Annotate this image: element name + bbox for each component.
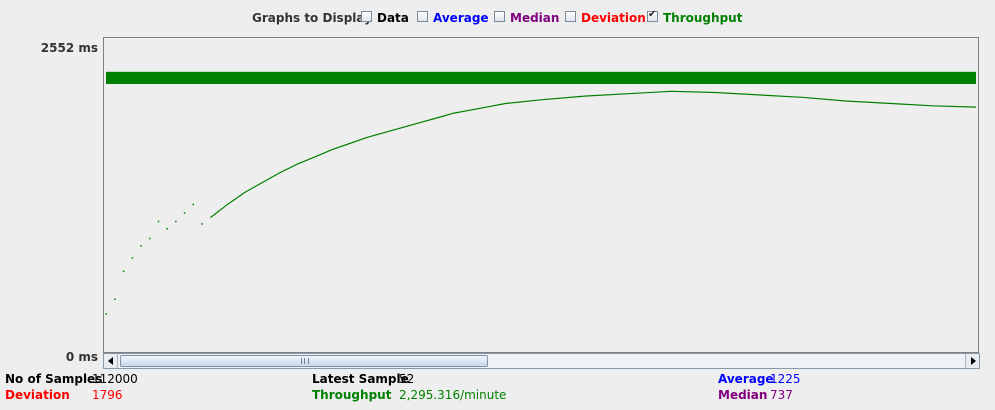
arrow-left-icon bbox=[108, 357, 113, 365]
graph-plot-area bbox=[103, 37, 979, 353]
throughput-point bbox=[122, 270, 125, 273]
throughput-point bbox=[201, 223, 203, 225]
throughput-series-line bbox=[210, 90, 977, 219]
graphs-to-display-label: Graphs to Display bbox=[252, 11, 372, 25]
throughput-point bbox=[149, 237, 151, 240]
median-label: Median bbox=[718, 388, 768, 402]
grip-icon bbox=[301, 358, 309, 364]
latest-sample-value: 52 bbox=[399, 372, 415, 386]
graphs-to-display-bar: Graphs to Display Data Average Median De… bbox=[0, 8, 995, 28]
throughput-point bbox=[183, 212, 186, 214]
throughput-point bbox=[166, 228, 168, 230]
throughput-point bbox=[140, 245, 142, 247]
horizontal-scrollbar[interactable] bbox=[103, 353, 980, 369]
y-axis-max-label: 2552 ms bbox=[40, 41, 98, 55]
throughput-point bbox=[114, 298, 116, 300]
data-checkbox-label[interactable]: Data bbox=[377, 11, 409, 25]
throughput-band bbox=[106, 71, 976, 84]
throughput-checkbox[interactable] bbox=[647, 9, 658, 22]
deviation-value: 1796 bbox=[92, 388, 123, 402]
samples-value: 112000 bbox=[92, 372, 138, 386]
throughput-checkbox-label[interactable]: Throughput bbox=[663, 11, 743, 25]
scrollbar-thumb[interactable] bbox=[120, 355, 488, 367]
median-checkbox-label[interactable]: Median bbox=[510, 11, 560, 25]
latest-sample-label: Latest Sample bbox=[312, 372, 409, 386]
scroll-right-button[interactable] bbox=[965, 354, 979, 368]
arrow-right-icon bbox=[971, 357, 976, 365]
median-value: 737 bbox=[770, 388, 793, 402]
data-checkbox[interactable] bbox=[361, 11, 372, 22]
deviation-checkbox-label[interactable]: Deviation bbox=[581, 11, 646, 25]
average-checkbox[interactable] bbox=[417, 11, 428, 22]
average-value: 1225 bbox=[770, 372, 801, 386]
deviation-checkbox[interactable] bbox=[565, 11, 576, 22]
average-label: Average bbox=[718, 372, 774, 386]
throughput-point bbox=[131, 257, 134, 259]
throughput-point bbox=[175, 220, 177, 223]
throughput-point bbox=[192, 203, 194, 206]
average-checkbox-label[interactable]: Average bbox=[433, 11, 489, 25]
throughput-point bbox=[105, 313, 107, 315]
throughput-point bbox=[157, 220, 160, 223]
throughput-value: 2,295.316/minute bbox=[399, 388, 507, 402]
scroll-left-button[interactable] bbox=[104, 354, 118, 368]
median-checkbox[interactable] bbox=[494, 11, 505, 22]
deviation-label: Deviation bbox=[5, 388, 70, 402]
throughput-chart bbox=[105, 71, 977, 315]
y-axis-min-label: 0 ms bbox=[65, 350, 98, 364]
samples-label: No of Samples bbox=[5, 372, 103, 386]
throughput-label: Throughput bbox=[312, 388, 392, 402]
